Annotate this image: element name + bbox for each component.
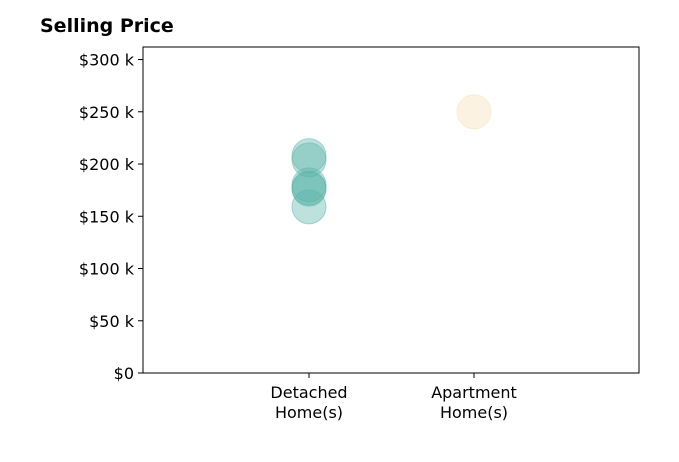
chart-title: Selling Price: [40, 15, 174, 37]
plot-frame: [142, 46, 640, 374]
data-point: [291, 142, 327, 178]
y-tick-label: $300 k: [79, 51, 135, 70]
data-point: [291, 138, 327, 174]
y-tick-label: $0: [114, 364, 134, 383]
y-tick-label: $200 k: [79, 155, 135, 174]
data-point: [456, 94, 492, 130]
y-tick-label: $250 k: [79, 103, 135, 122]
x-axis: Detached Home(s) Apartment Home(s): [270, 373, 517, 422]
y-tick-label: $150 k: [79, 207, 135, 226]
data-point: [291, 171, 327, 207]
y-axis: $0 $50 k $100 k $150 k $200 k $250 k $300 k: [79, 51, 143, 383]
plot-marks: [291, 94, 492, 225]
y-tick-label: $50 k: [89, 312, 135, 331]
x-tick-label: Detached Home(s): [270, 383, 347, 422]
data-point: [291, 189, 327, 225]
x-tick-label: Apartment Home(s): [431, 383, 517, 422]
y-tick-label: $100 k: [79, 260, 135, 279]
